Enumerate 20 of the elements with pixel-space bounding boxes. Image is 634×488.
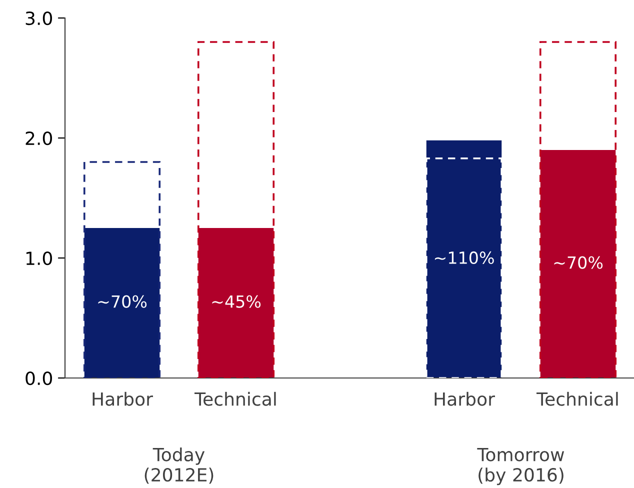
bar [540,150,616,378]
annotation: ~110% [434,251,494,264]
y-tick-label: 3.0 [26,11,52,26]
y-tick-label: 0.0 [26,371,52,386]
x-tick-label: Harbor [434,392,495,406]
text: Today (2012E) [144,447,214,484]
bar [83,161,161,378]
x-tick-label: Harbor [92,392,153,406]
text: Tomorrow (by 2016) [477,448,564,486]
annotation: ~70% [554,256,603,269]
annotation: ~45% [212,295,261,308]
bar [539,41,617,378]
x-tick-label: Technical [536,392,618,406]
y-tick-label: 1.0 [26,251,52,266]
y-tick-label: 2.0 [26,131,52,146]
bar [198,228,274,378]
bar [197,41,275,378]
x-tick-label: Technical [194,392,276,406]
annotation: ~70% [98,295,147,308]
bar [84,228,160,378]
